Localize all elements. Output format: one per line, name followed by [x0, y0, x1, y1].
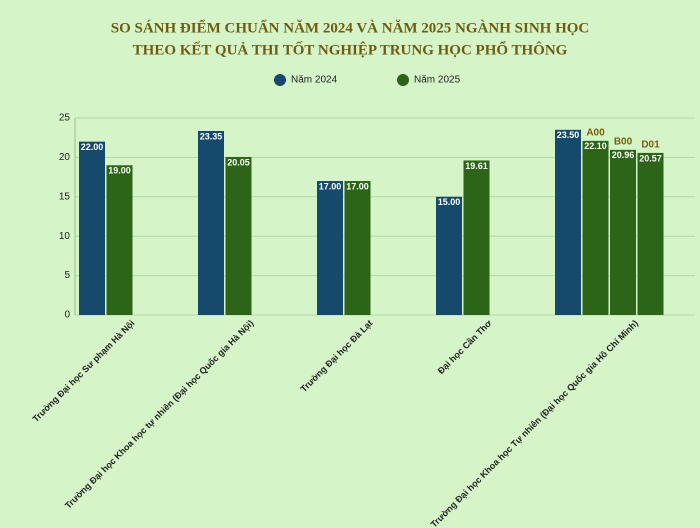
bar	[344, 181, 371, 315]
block-label: A00	[586, 127, 605, 138]
y-tick-label: 0	[64, 310, 70, 321]
value-label: 23.35	[200, 131, 223, 141]
chart-title: SO SÁNH ĐIỂM CHUẨN NĂM 2024 VÀ NĂM 2025 …	[111, 18, 589, 36]
x-tick-label: Trường Đại học Sư phạm Hà Nội	[31, 318, 137, 424]
value-label: 22.10	[584, 141, 607, 151]
value-label: 15.00	[438, 197, 461, 207]
value-label: 20.05	[227, 157, 250, 167]
y-tick-label: 20	[59, 152, 71, 163]
bar	[317, 181, 343, 315]
legend-label: Năm 2024	[291, 75, 338, 86]
value-label: 20.57	[639, 153, 662, 163]
value-label: 20.96	[612, 150, 635, 160]
bar	[79, 141, 105, 315]
chart-title: THEO KẾT QUẢ THI TỐT NGHIỆP TRUNG HỌC PH…	[133, 40, 568, 58]
bar	[610, 149, 636, 315]
value-label: 17.00	[346, 181, 369, 191]
y-tick-label: 15	[59, 191, 71, 202]
block-label: D01	[641, 140, 660, 151]
value-label: 23.50	[557, 130, 580, 140]
value-label: 19.00	[108, 166, 131, 176]
bar	[198, 131, 224, 315]
bar	[225, 157, 252, 315]
y-tick-label: 25	[59, 113, 71, 124]
bar	[436, 196, 462, 315]
bar	[463, 160, 490, 315]
bar	[555, 129, 581, 315]
bar	[637, 152, 664, 315]
y-tick-label: 5	[64, 270, 70, 281]
x-tick-label: Đại học Cần Thơ	[436, 318, 494, 376]
legend-marker	[274, 74, 286, 86]
block-label: B00	[614, 136, 633, 147]
value-label: 17.00	[319, 181, 342, 191]
y-tick-label: 10	[59, 231, 71, 242]
value-label: 19.61	[465, 161, 488, 171]
bar	[106, 165, 133, 315]
x-tick-label: Trường Đại học Khoa học tự nhiên (Đại họ…	[63, 318, 256, 511]
x-tick-label: Trường Đại học Đà Lạt	[299, 318, 375, 394]
bar	[582, 140, 609, 315]
legend-marker	[397, 74, 409, 86]
legend-label: Năm 2025	[414, 75, 461, 86]
value-label: 22.00	[81, 142, 104, 152]
